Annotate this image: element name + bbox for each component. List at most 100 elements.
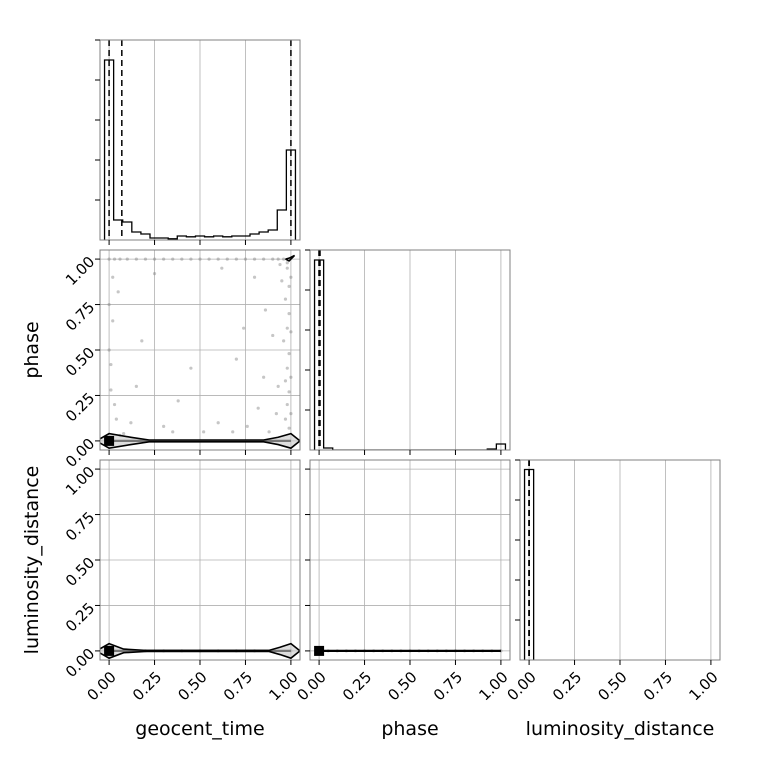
- contour-line: [285, 254, 296, 262]
- panel-geocent_time-hist: [100, 40, 300, 240]
- scatter-point: [262, 257, 266, 261]
- scatter-layer: [100, 642, 300, 660]
- contour-line: [100, 642, 300, 660]
- scatter-point: [271, 333, 275, 338]
- scatter-point: [107, 257, 111, 261]
- scatter-point: [189, 366, 193, 370]
- y-tick-label: 0.50: [62, 344, 98, 380]
- scatter-point: [271, 257, 275, 261]
- scatter-point: [171, 430, 175, 434]
- scatter-point: [287, 312, 291, 316]
- scatter-point: [140, 339, 144, 343]
- scatter-point: [109, 362, 113, 367]
- scatter-point: [234, 257, 238, 261]
- scatter-point: [111, 275, 115, 279]
- scatter-point: [287, 352, 291, 356]
- scatter-point: [171, 257, 175, 261]
- x-tick-label: 0.00: [83, 668, 119, 704]
- x-tick-label: 0.75: [430, 668, 466, 704]
- peak-marker: [104, 435, 115, 446]
- x-axis-label-phase: phase: [381, 718, 438, 740]
- scatter-point: [283, 379, 288, 383]
- y-tick-label: 1.00: [62, 463, 98, 499]
- scatter-point: [285, 266, 289, 270]
- scatter-point: [109, 388, 113, 392]
- panel-geocent_time-vs-luminosity_distance: [100, 460, 300, 660]
- scatter-point: [287, 284, 291, 288]
- scatter-point: [287, 390, 291, 394]
- histogram-step: [523, 468, 535, 660]
- histogram: [103, 40, 297, 240]
- panel-phase-vs-luminosity_distance: [310, 460, 510, 660]
- x-tick-label: 0.25: [339, 668, 375, 704]
- scatter-point: [116, 290, 120, 294]
- scatter-point: [282, 257, 286, 261]
- y-tick-label: 0.25: [62, 389, 98, 425]
- scatter-point: [278, 262, 282, 267]
- scatter-point: [285, 402, 289, 407]
- panel-geocent_time-vs-phase: [100, 250, 300, 450]
- scatter-point: [152, 272, 157, 276]
- scatter-point: [276, 384, 280, 388]
- scatter-point: [118, 257, 122, 261]
- y-tick-label: 0.00: [62, 645, 98, 681]
- y-tick-label: 0.75: [62, 298, 98, 334]
- scatter-point: [112, 402, 117, 407]
- scatter-point: [287, 426, 291, 430]
- x-tick-label: 0.00: [503, 668, 539, 704]
- scatter-point: [289, 330, 293, 334]
- scatter-point: [202, 430, 206, 434]
- scatter-point: [176, 399, 180, 403]
- scatter-point: [198, 257, 202, 261]
- scatter-point: [152, 257, 157, 261]
- histogram: [523, 460, 535, 660]
- x-axis-label-geocent_time: geocent_time: [135, 718, 264, 740]
- scatter-point: [122, 432, 126, 436]
- y-tick-label: 0.25: [62, 599, 98, 635]
- scatter-point: [276, 257, 280, 261]
- contour-line: [100, 432, 300, 450]
- scatter-point: [263, 308, 268, 312]
- scatter-point: [243, 257, 248, 261]
- scatter-point: [234, 357, 238, 361]
- x-axis-label-luminosity_distance: luminosity_distance: [526, 718, 715, 740]
- x-tick-label: 0.25: [549, 668, 585, 704]
- scatter-point: [231, 430, 235, 434]
- x-tick-label: 0.75: [640, 668, 676, 704]
- scatter-layer: [100, 254, 300, 450]
- scatter-point: [112, 257, 117, 261]
- y-tick-label: 0.00: [62, 435, 98, 471]
- scatter-point: [283, 417, 288, 421]
- scatter-point: [245, 424, 249, 428]
- scatter-point: [107, 302, 111, 307]
- x-tick-label: 1.00: [475, 668, 511, 704]
- x-tick-label: 0.50: [174, 668, 210, 704]
- y-tick-label: 0.50: [62, 554, 98, 590]
- scatter-point: [285, 261, 289, 265]
- histogram-step: [103, 59, 297, 240]
- scatter-point: [216, 257, 220, 261]
- scatter-point: [134, 384, 138, 388]
- y-axis-label-phase: phase: [21, 321, 43, 378]
- peak-marker: [314, 645, 325, 656]
- scatter-point: [289, 375, 293, 379]
- scatter-point: [125, 257, 129, 261]
- scatter-point: [283, 297, 288, 301]
- scatter-point: [282, 339, 286, 343]
- scatter-point: [162, 257, 166, 261]
- scatter-point: [242, 326, 246, 330]
- scatter-point: [285, 326, 289, 330]
- scatter-point: [189, 257, 193, 261]
- scatter-point: [289, 412, 293, 416]
- scatter-point: [129, 421, 133, 425]
- y-tick-label: 0.75: [62, 508, 98, 544]
- x-tick-label: 1.00: [265, 668, 301, 704]
- scatter-point: [225, 257, 229, 261]
- panel-luminosity_distance-hist: [520, 460, 720, 660]
- scatter-point: [262, 375, 266, 379]
- x-tick-label: 0.75: [220, 668, 256, 704]
- scatter-point: [107, 348, 111, 352]
- scatter-point: [216, 421, 220, 425]
- x-tick-label: 0.00: [293, 668, 329, 704]
